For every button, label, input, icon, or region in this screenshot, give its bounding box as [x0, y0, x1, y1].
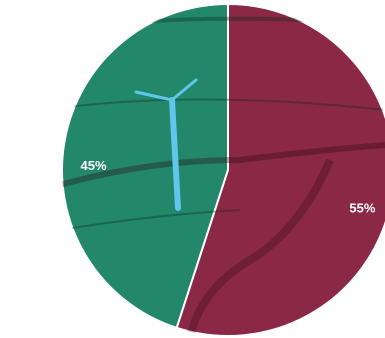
field-line: [62, 209, 241, 231]
pie-slice: [175, 2, 385, 337]
labels: 45% 55%: [81, 158, 376, 216]
value-label: 55%: [349, 201, 375, 216]
hedge: [62, 142, 385, 188]
slices: [61, 2, 385, 337]
value-label: 45%: [81, 158, 107, 173]
wind-turbine: [134, 78, 198, 211]
hedge: [186, 158, 334, 336]
pie-slice: [61, 2, 229, 330]
field-line: [62, 98, 385, 111]
